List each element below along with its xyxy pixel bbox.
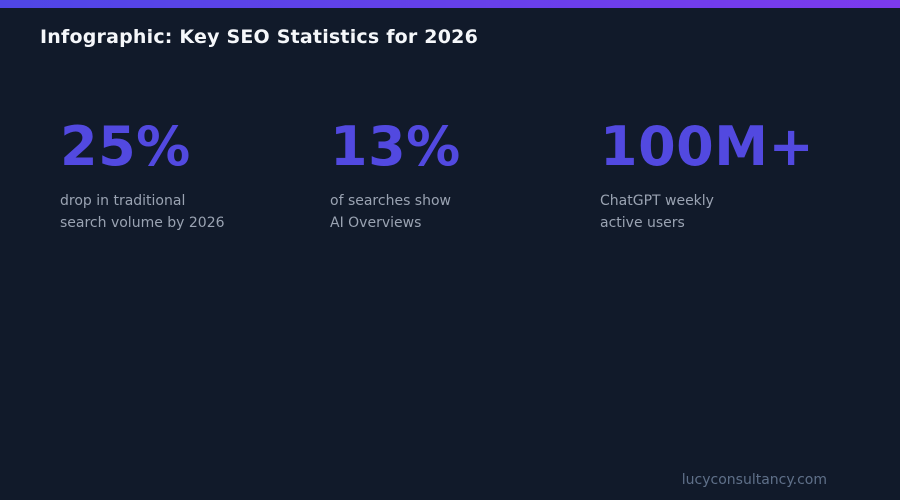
stat-card-search-volume: 25% drop in traditional search volume by… <box>60 120 330 234</box>
stat-label: ChatGPT weekly active users <box>600 190 870 234</box>
stat-label-line2: active users <box>600 215 685 231</box>
footer-website-url: lucyconsultancy.com <box>681 472 827 488</box>
stat-card-chatgpt-users: 100M+ ChatGPT weekly active users <box>600 120 870 234</box>
accent-gradient-bar <box>0 0 900 8</box>
stat-label-line1: ChatGPT weekly <box>600 193 714 209</box>
stat-value: 13% <box>330 115 461 178</box>
stat-label: drop in traditional search volume by 202… <box>60 190 330 234</box>
page-title: Infographic: Key SEO Statistics for 2026 <box>40 26 478 48</box>
stat-label: of searches show AI Overviews <box>330 190 600 234</box>
stat-label-line2: AI Overviews <box>330 215 422 231</box>
stat-label-line1: drop in traditional <box>60 193 186 209</box>
stat-value: 100M+ <box>600 115 815 178</box>
stat-label-line1: of searches show <box>330 193 451 209</box>
stats-row: 25% drop in traditional search volume by… <box>60 120 880 234</box>
stat-label-line2: search volume by 2026 <box>60 215 225 231</box>
stat-card-ai-overviews: 13% of searches show AI Overviews <box>330 120 600 234</box>
stat-value: 25% <box>60 115 191 178</box>
